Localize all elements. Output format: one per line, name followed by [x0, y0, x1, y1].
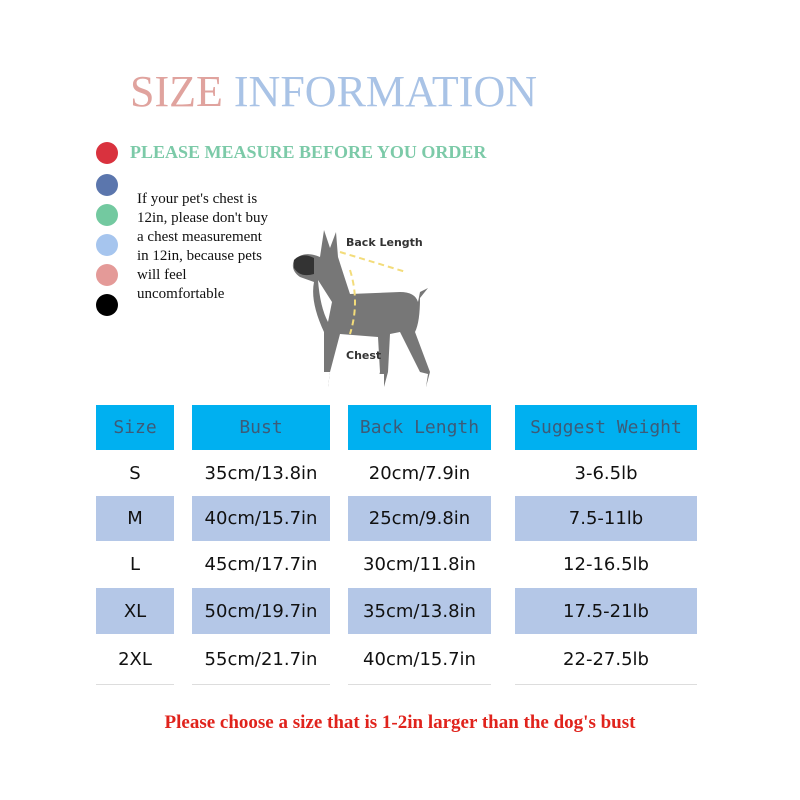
- table-cell: 50cm/19.7in: [192, 588, 330, 634]
- table-cell: 22-27.5lb: [515, 634, 697, 685]
- table-cell: XL: [96, 588, 174, 634]
- table-cell: M: [96, 496, 174, 541]
- page-title: SIZE INFORMATION: [130, 67, 538, 116]
- bust-column: Bust 35cm/13.8in 40cm/15.7in 45cm/17.7in…: [192, 405, 330, 685]
- table-cell: 35cm/13.8in: [348, 588, 491, 634]
- table-cell: L: [129, 554, 141, 575]
- back-length-column: Back Length 20cm/7.9in 25cm/9.8in 30cm/1…: [348, 405, 491, 685]
- table-cell: 25cm/9.8in: [348, 496, 491, 541]
- size-column: Size S M L XL 2XL: [96, 405, 174, 685]
- weight-column: Suggest Weight 3-6.5lb 7.5-11lb 12-16.5l…: [515, 405, 697, 685]
- table-cell: 45cm/17.7in: [204, 554, 318, 575]
- table-cell: 7.5-11lb: [515, 496, 697, 541]
- black-dot-icon: [96, 294, 118, 316]
- red-dot-icon: [96, 142, 118, 164]
- table-cell: 3-6.5lb: [574, 462, 638, 484]
- pink-dot-icon: [96, 264, 118, 286]
- table-cell: 30cm/11.8in: [363, 554, 476, 575]
- dog-measurement-diagram: Back Length Chest: [292, 230, 430, 387]
- table-cell: 20cm/7.9in: [368, 462, 471, 484]
- blue-dot-icon: [96, 174, 118, 196]
- table-cell: 55cm/21.7in: [192, 634, 330, 685]
- table-cell: 12-16.5lb: [563, 554, 649, 575]
- back-length-label: Back Length: [346, 236, 423, 249]
- chest-note: If your pet's chest is 12in, please don'…: [137, 191, 269, 302]
- table-cell: 17.5-21lb: [515, 588, 697, 634]
- light-blue-dot-icon: [96, 234, 118, 256]
- table-cell: 35cm/13.8in: [204, 462, 318, 484]
- header-back-length: Back Length: [348, 405, 491, 450]
- header-suggest-weight: Suggest Weight: [515, 405, 697, 450]
- size-advice-footer: Please choose a size that is 1-2in large…: [164, 712, 636, 733]
- table-cell: 40cm/15.7in: [348, 634, 491, 685]
- table-cell: 2XL: [96, 634, 174, 685]
- header-size: Size: [96, 405, 174, 450]
- green-dot-icon: [96, 204, 118, 226]
- table-cell: 40cm/15.7in: [192, 496, 330, 541]
- measure-heading: PLEASE MEASURE BEFORE YOU ORDER: [130, 142, 487, 162]
- table-cell: S: [129, 462, 141, 484]
- chest-label: Chest: [346, 349, 381, 362]
- header-bust: Bust: [192, 405, 330, 450]
